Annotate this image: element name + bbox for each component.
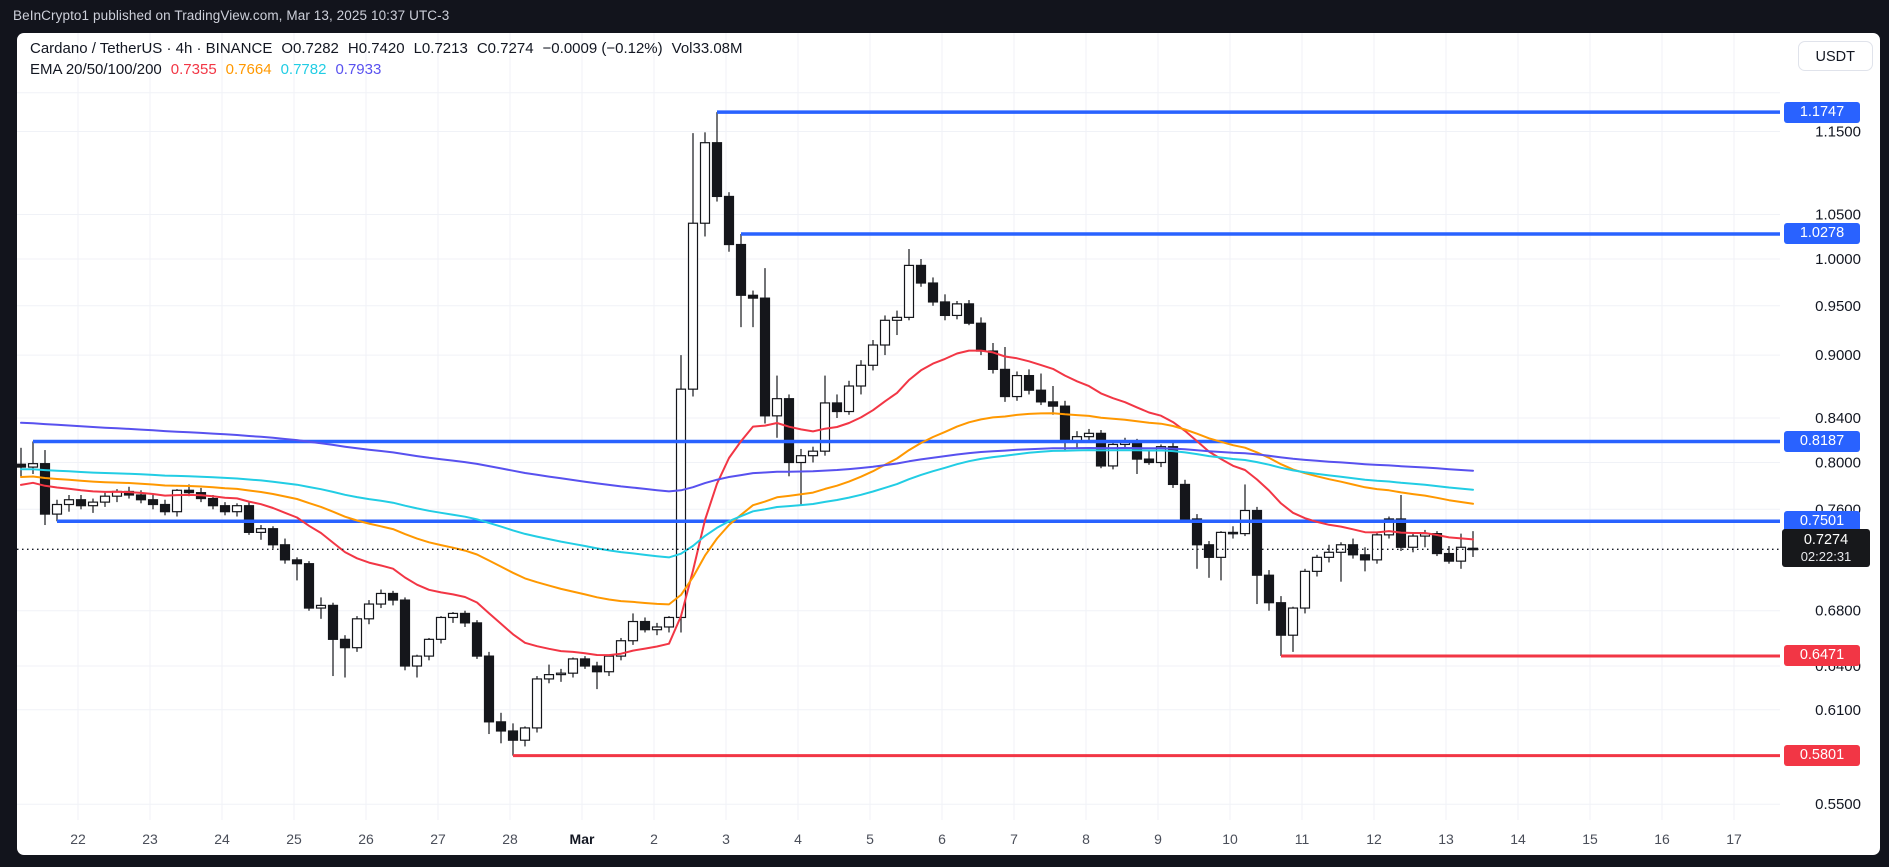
time-label: 12 (1366, 831, 1382, 847)
ohlc-segment: L0.7213 (413, 40, 468, 57)
time-label: 13 (1438, 831, 1454, 847)
ema-values: 0.7355 0.7664 0.7782 0.7933 (162, 59, 382, 80)
ohlc-segment: C0.7274 (476, 40, 534, 57)
time-label: 27 (430, 831, 446, 847)
level-lines (33, 110, 1780, 758)
time-label: 22 (70, 831, 86, 847)
ema-label: EMA 20/50/100/200 (30, 61, 162, 78)
candlesticks (17, 112, 1479, 756)
chart-panel: 1.1500 1.0500 1.0000 0.9500 0.9000 0.8400 0.80… (17, 33, 1880, 855)
publish-bar-text: BeInCrypto1 published on TradingView.com… (13, 8, 450, 23)
currency-toggle-button[interactable]: USDT (1797, 41, 1873, 71)
price-label: 0.6400 (1815, 658, 1861, 675)
price-label: 0.9500 (1815, 298, 1861, 315)
time-label: 5 (866, 831, 874, 847)
time-label: 24 (214, 831, 230, 847)
price-label: 0.6100 (1815, 702, 1861, 719)
ohlc-segment: Vol33.08M (671, 40, 743, 57)
price-label: 1.1500 (1815, 124, 1861, 141)
ema-lines (20, 349, 1474, 657)
price-label: 0.5500 (1815, 796, 1861, 813)
time-label: 26 (358, 831, 374, 847)
ema-100-line (20, 449, 1474, 559)
price-label: 1.0500 (1815, 207, 1861, 224)
time-scale-labels[interactable]: 22 23 24 25 26 27 28 Mar 2 3 4 5 6 7 8 9 10 11 12 13 14 15 16 1… (70, 831, 1742, 847)
time-label: 28 (502, 831, 518, 847)
symbol-title: Cardano / TetherUS · 4h · BINANCE (30, 40, 273, 57)
time-label: 16 (1654, 831, 1670, 847)
time-label: 8 (1082, 831, 1090, 847)
ema-row: EMA 20/50/100/200 0.7355 0.7664 0.7782 0.79… (30, 59, 743, 80)
time-label: 14 (1510, 831, 1526, 847)
ema-20-line (20, 349, 1474, 657)
gridlines (17, 33, 1780, 820)
price-label: 0.6800 (1815, 603, 1861, 620)
price-chart[interactable]: 1.1500 1.0500 1.0000 0.9500 0.9000 0.8400 0.80… (17, 33, 1880, 855)
ohlc-segment: H0.7420 (347, 40, 405, 57)
ema-value: 0.7355 (170, 61, 217, 78)
ema-value: 0.7782 (280, 61, 327, 78)
time-label: 17 (1726, 831, 1742, 847)
price-scale-labels[interactable]: 1.1500 1.0500 1.0000 0.9500 0.9000 0.8400 0.80… (1815, 124, 1861, 814)
price-label: 0.7600 (1815, 501, 1861, 518)
ohlc-segment: O0.7282 (281, 40, 339, 57)
time-label: 25 (286, 831, 302, 847)
symbol-row: Cardano / TetherUS · 4h · BINANCE O0.728… (30, 38, 743, 59)
time-label: 23 (142, 831, 158, 847)
ema-200-line (20, 421, 1474, 493)
ohlc-values: O0.7282 H0.7420 L0.7213 C0.7274 −0.0009 (−0.… (272, 38, 742, 59)
time-label: 7 (1010, 831, 1018, 847)
ema-value: 0.7664 (225, 61, 272, 78)
price-label: 0.8400 (1815, 410, 1861, 427)
time-label: 9 (1154, 831, 1162, 847)
time-label: 6 (938, 831, 946, 847)
time-label: 15 (1582, 831, 1598, 847)
ema-value: 0.7933 (335, 61, 382, 78)
ohlc-segment: −0.0009 (−0.12%) (542, 40, 663, 57)
time-label: 10 (1222, 831, 1238, 847)
time-label: 2 (650, 831, 658, 847)
price-label: 1.0000 (1815, 251, 1861, 268)
chart-legend: Cardano / TetherUS · 4h · BINANCE O0.728… (30, 38, 743, 80)
time-label: 3 (722, 831, 730, 847)
price-label: 0.9000 (1815, 347, 1861, 364)
time-label-month: Mar (570, 831, 595, 847)
time-label: 4 (794, 831, 802, 847)
time-label: 11 (1295, 831, 1310, 847)
ema-50-line (20, 412, 1474, 606)
price-label: 0.8000 (1815, 455, 1861, 472)
publish-bar: BeInCrypto1 published on TradingView.com… (0, 0, 1889, 31)
